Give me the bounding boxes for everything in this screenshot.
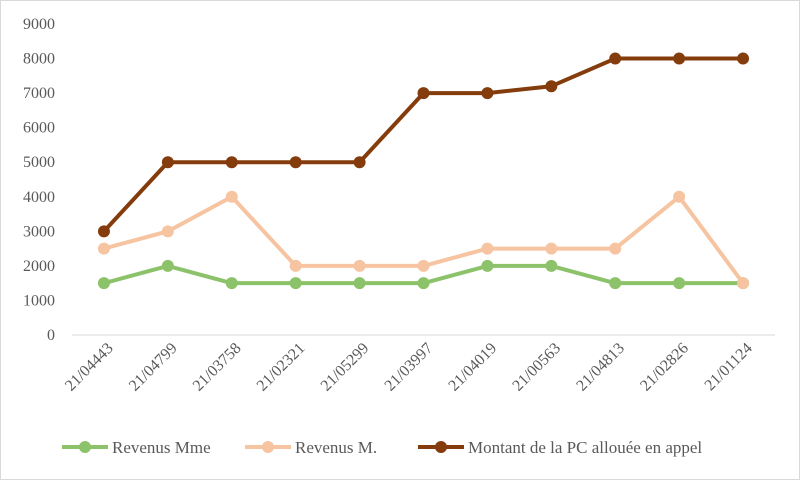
y-tick-label: 1000 [23, 292, 55, 309]
x-tick-label: 21/04799 [126, 340, 181, 395]
legend-item: Revenus Mme [62, 438, 211, 457]
data-point [481, 242, 494, 255]
x-tick-label: 21/03758 [190, 340, 245, 395]
series-line [102, 56, 744, 233]
legend-label: Revenus M. [295, 438, 377, 457]
data-point [737, 52, 750, 65]
series-layer [97, 52, 750, 290]
data-point [609, 242, 622, 255]
data-point [97, 277, 110, 290]
data-point [289, 156, 302, 169]
data-point [481, 259, 494, 272]
data-point [545, 80, 558, 93]
data-point [225, 277, 238, 290]
x-tick-label: 21/04443 [62, 340, 117, 395]
legend: Revenus Mme Revenus M. Montant de la PC al… [62, 438, 702, 457]
data-point [353, 156, 366, 169]
x-tick-label: 21/02321 [254, 340, 309, 395]
y-tick-label: 8000 [23, 51, 55, 68]
x-tick-label: 21/05299 [318, 340, 373, 395]
data-point [609, 52, 622, 65]
legend-swatch-marker [435, 441, 447, 453]
legend-label: Montant de la PC allouée en appel [468, 438, 702, 457]
legend-swatch-marker [79, 441, 91, 453]
data-point [161, 225, 174, 238]
y-tick-label: 9000 [23, 16, 55, 33]
data-point [417, 87, 430, 100]
y-tick-label: 3000 [23, 223, 55, 240]
data-point [353, 259, 366, 272]
data-point [609, 277, 622, 290]
data-point [673, 190, 686, 203]
data-point [481, 87, 494, 100]
y-axis-ticks: 0 1000 2000 3000 4000 5000 6000 7000 8000 9000 [23, 16, 55, 344]
data-point [673, 52, 686, 65]
data-point [417, 277, 430, 290]
data-point [353, 277, 366, 290]
legend-item: Revenus M. [245, 438, 377, 457]
data-point [545, 259, 558, 272]
x-tick-label: 21/03997 [382, 340, 437, 395]
y-tick-label: 7000 [23, 85, 55, 102]
data-point [225, 156, 238, 169]
data-point [289, 259, 302, 272]
x-tick-label: 21/04019 [445, 340, 500, 395]
y-tick-label: 4000 [23, 189, 55, 206]
legend-swatch-marker [262, 441, 274, 453]
data-point [737, 277, 750, 290]
legend-label: Revenus Mme [112, 438, 211, 457]
data-point [161, 259, 174, 272]
data-point [417, 259, 430, 272]
legend-item: Montant de la PC allouée en appel [418, 438, 702, 457]
x-axis-ticks: 21/04443 21/04799 21/03758 21/02321 21/05299… [62, 340, 756, 395]
series-3 [97, 52, 750, 238]
data-point [161, 156, 174, 169]
series-2 [97, 190, 750, 290]
data-point [97, 242, 110, 255]
x-tick-label: 21/04813 [573, 340, 628, 395]
y-tick-label: 5000 [23, 154, 55, 171]
y-tick-label: 6000 [23, 120, 55, 137]
y-tick-label: 2000 [23, 258, 55, 275]
data-point [289, 277, 302, 290]
x-tick-label: 21/00563 [509, 340, 564, 395]
data-point [545, 242, 558, 255]
data-point [97, 225, 110, 238]
y-tick-label: 0 [47, 327, 55, 344]
x-tick-label: 21/02826 [637, 340, 692, 395]
x-tick-label: 21/01124 [702, 340, 756, 394]
data-point [673, 277, 686, 290]
data-point [225, 190, 238, 203]
